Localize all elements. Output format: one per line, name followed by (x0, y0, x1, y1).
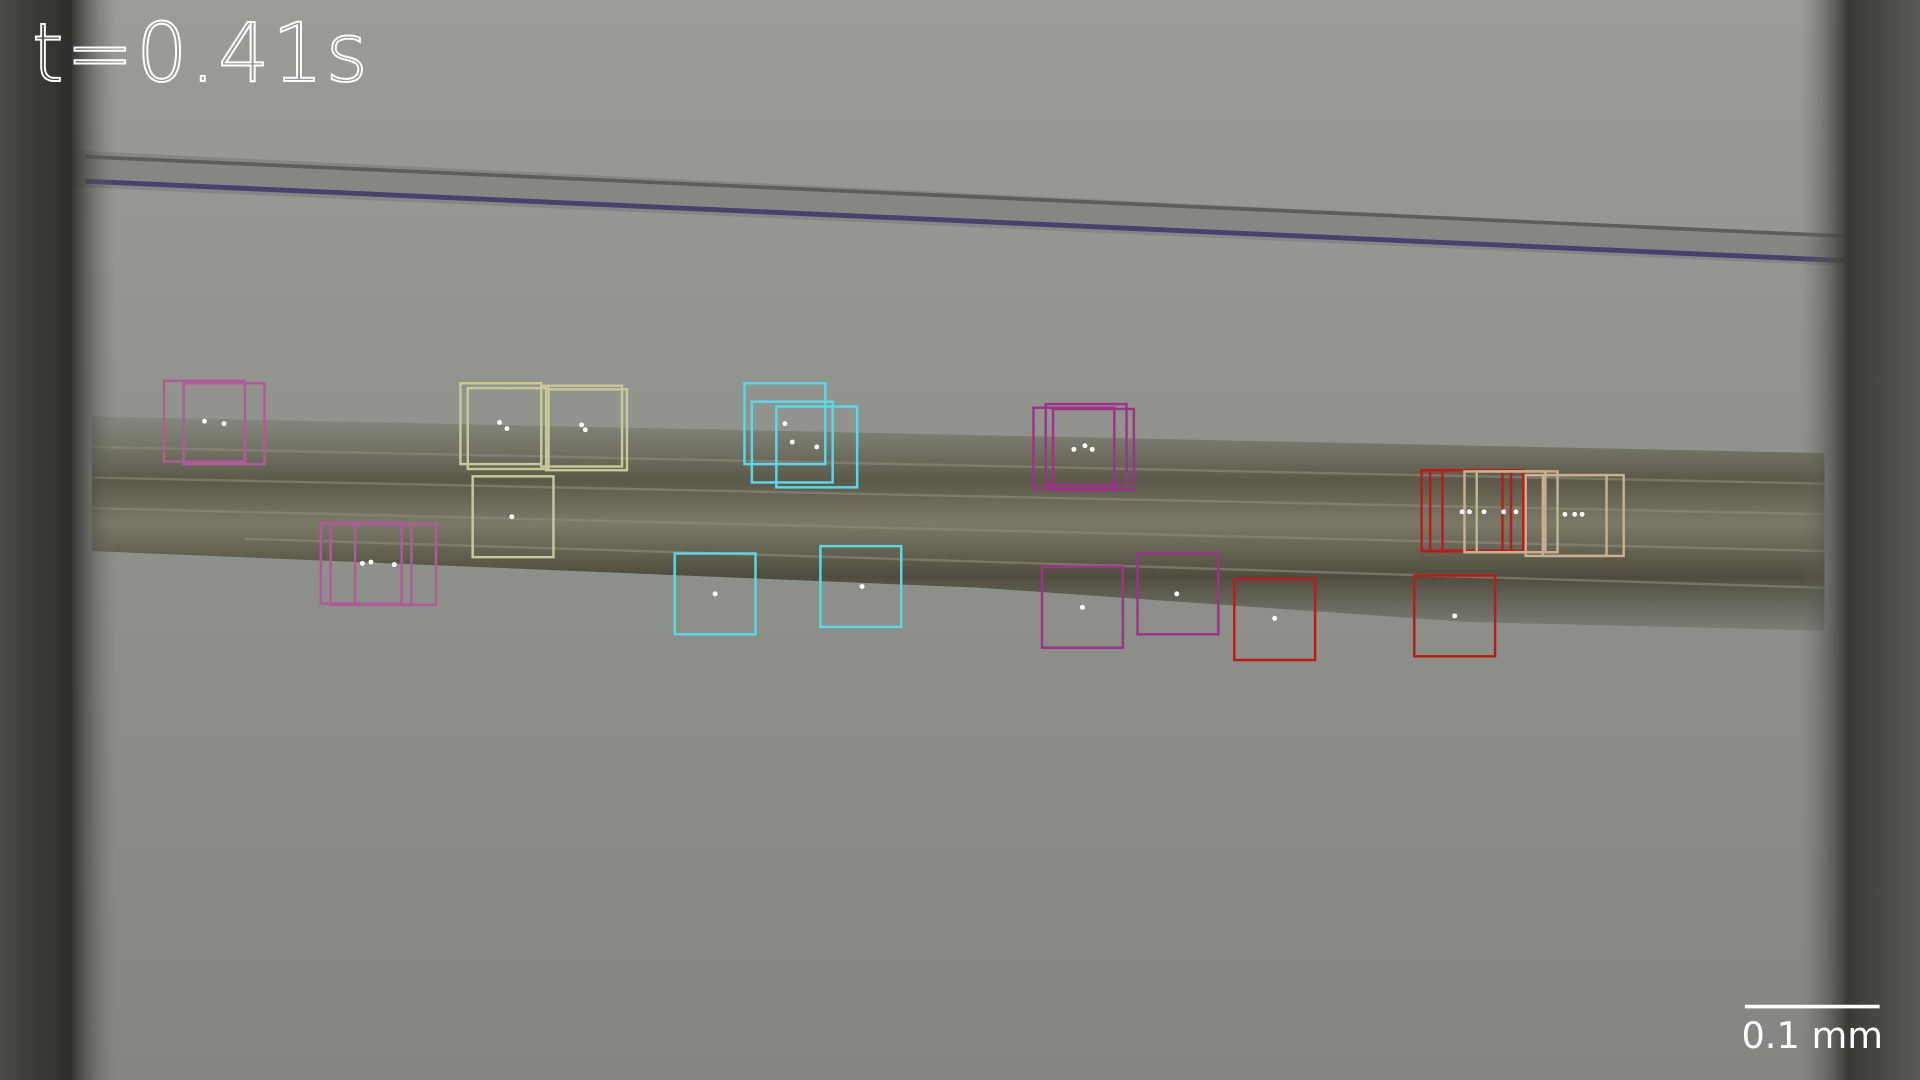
fiber-strands (91, 445, 1825, 589)
tracking-box (743, 382, 827, 466)
tracking-box (471, 475, 555, 559)
tracking-box (1233, 577, 1317, 662)
tracked-point (1071, 446, 1077, 452)
tracking-box (466, 386, 550, 471)
tracked-point (1572, 511, 1578, 517)
tracking-box (1541, 473, 1625, 558)
capillary-edge (85, 178, 1850, 264)
tracked-point (712, 591, 718, 597)
tracked-point (1080, 604, 1085, 610)
tracking-boxes (162, 379, 1625, 662)
tracking-box (182, 382, 266, 466)
tracking-box (544, 388, 629, 472)
tracked-point (1501, 509, 1507, 515)
tracking-box (1136, 552, 1220, 636)
tracked-point (368, 559, 374, 565)
tracked-point (1481, 509, 1487, 515)
tracked-point (391, 562, 397, 567)
tracking-box (673, 552, 757, 636)
tracking-box (819, 544, 903, 629)
tracked-point (1466, 509, 1472, 515)
tracking-box (329, 522, 413, 607)
tracked-point (497, 420, 503, 425)
tracked-point (1513, 509, 1519, 515)
scale-bar-label: 0.1 mm (1741, 1014, 1883, 1057)
tracking-box (1413, 574, 1497, 658)
tracked-point (1579, 511, 1585, 517)
tracked-point (814, 444, 820, 450)
tracked-point (1082, 443, 1088, 449)
tracked-point (1562, 511, 1568, 517)
tracked-point (859, 584, 865, 589)
tracked-point (202, 418, 207, 424)
tracking-box (1475, 470, 1559, 554)
tracking-box (750, 400, 834, 484)
tracked-point (782, 421, 788, 427)
tracking-box (162, 379, 247, 463)
tracking-box (1040, 565, 1125, 649)
timestamp: t=0.41s (32, 7, 371, 101)
tracked-point (1459, 509, 1465, 515)
tracked-point (1272, 615, 1278, 621)
left-frame-bar (0, 0, 117, 1080)
tracked-point (582, 427, 588, 433)
tracking-box (1051, 407, 1136, 492)
tracked-point (221, 421, 227, 427)
capillary-wall (0, 146, 1920, 270)
tracked-point (509, 514, 515, 520)
tracking-box (1044, 402, 1128, 487)
tracked-point (360, 560, 365, 566)
right-frame-bar (1800, 0, 1920, 1080)
tracking-box (775, 405, 859, 489)
capillary-edge (85, 154, 1850, 239)
tracked-point (504, 426, 510, 432)
tracked-point (1174, 591, 1180, 597)
tracked-point (1089, 446, 1095, 452)
tracked-point (579, 422, 585, 428)
tracking-box (540, 384, 624, 468)
tracked-point (789, 439, 795, 445)
tracked-point (1452, 613, 1458, 619)
